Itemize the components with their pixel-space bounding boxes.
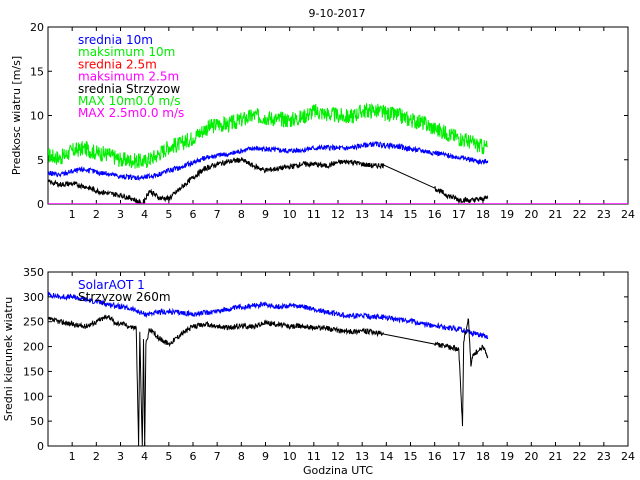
y-tick-label: 300	[23, 291, 44, 304]
x-tick-label: 10	[283, 208, 297, 221]
x-tick-label: 12	[331, 450, 345, 463]
x-tick-label: 9	[262, 450, 269, 463]
x-tick-label: 13	[355, 450, 369, 463]
series-line-strzyzow-260m	[48, 314, 489, 446]
x-tick-label: 3	[117, 208, 124, 221]
x-tick-label: 11	[307, 208, 321, 221]
legend-entry: srednia 10m	[78, 33, 153, 47]
x-tick-label: 24	[621, 450, 635, 463]
y-axis-label: Sredni kierunek wiatru	[2, 297, 15, 421]
x-tick-label: 19	[500, 208, 514, 221]
x-tick-label: 18	[476, 450, 490, 463]
x-tick-label: 6	[190, 450, 197, 463]
y-tick-label: 0	[37, 440, 44, 453]
series-line-srednia-strzyzow	[48, 157, 489, 204]
x-tick-label: 1	[69, 208, 76, 221]
x-tick-label: 11	[307, 450, 321, 463]
wind-direction-chart: 1 2 3 4 5 6 7 8 9 10 11 12 13 14 15 16 17 18 19 20 21 22 23 240…	[2, 266, 635, 477]
x-tick-label: 17	[452, 450, 466, 463]
x-tick-label: 8	[238, 450, 245, 463]
y-tick-label: 20	[30, 21, 44, 34]
x-tick-label: 21	[549, 208, 563, 221]
x-tick-label: 12	[331, 208, 345, 221]
x-tick-label: 2	[93, 208, 100, 221]
x-tick-label: 3	[117, 450, 124, 463]
legend-entry: srednia Strzyzow	[78, 82, 180, 96]
x-tick-label: 10	[283, 450, 297, 463]
x-tick-label: 4	[141, 208, 148, 221]
y-tick-label: 10	[30, 110, 44, 123]
legend-entry: MAX 10m0.0 m/s	[78, 94, 180, 108]
legend-entry: maksimum 2.5m	[78, 70, 179, 84]
series-line-solaraot-1	[48, 291, 489, 340]
x-tick-label: 5	[165, 208, 172, 221]
y-tick-label: 15	[30, 65, 44, 78]
x-tick-label: 23	[597, 450, 611, 463]
x-tick-label: 4	[141, 450, 148, 463]
x-tick-label: 6	[190, 208, 197, 221]
x-tick-label: 22	[573, 208, 587, 221]
legend-entry: maksimum 10m	[78, 45, 175, 59]
legend-entry: MAX 2.5m0.0 m/s	[78, 106, 184, 120]
x-tick-label: 21	[549, 450, 563, 463]
y-tick-label: 100	[23, 390, 44, 403]
series-line-srednia-10m	[48, 141, 489, 182]
x-tick-label: 9	[262, 208, 269, 221]
x-tick-label: 15	[404, 208, 418, 221]
x-tick-label: 16	[428, 208, 442, 221]
x-tick-label: 13	[355, 208, 369, 221]
y-tick-label: 150	[23, 365, 44, 378]
x-tick-label: 14	[379, 450, 393, 463]
x-tick-label: 16	[428, 450, 442, 463]
x-tick-label: 2	[93, 450, 100, 463]
x-tick-label: 19	[500, 450, 514, 463]
x-tick-label: 8	[238, 208, 245, 221]
y-tick-label: 50	[30, 415, 44, 428]
y-tick-label: 350	[23, 266, 44, 279]
legend-entry: Strzyzow 260m	[78, 290, 171, 304]
x-tick-label: 7	[214, 208, 221, 221]
x-tick-label: 17	[452, 208, 466, 221]
legend-entry: SolarAOT 1	[78, 278, 145, 292]
series-line-maksimum-10m	[48, 102, 488, 169]
x-tick-label: 7	[214, 450, 221, 463]
x-tick-label: 22	[573, 450, 587, 463]
x-tick-label: 24	[621, 208, 635, 221]
y-tick-label: 5	[37, 154, 44, 167]
y-tick-label: 0	[37, 198, 44, 211]
y-axis-label: Predkosc wiatru [m/s]	[10, 56, 23, 175]
x-tick-label: 1	[69, 450, 76, 463]
y-tick-label: 200	[23, 341, 44, 354]
x-axis-label: Godzina UTC	[303, 464, 373, 477]
wind-speed-chart: 1 2 3 4 5 6 7 8 9 10 11 12 13 14 15 16 17 18 19 20 21 22 23 240…	[10, 21, 635, 221]
x-tick-label: 15	[404, 450, 418, 463]
x-tick-label: 18	[476, 208, 490, 221]
x-tick-label: 20	[524, 208, 538, 221]
x-tick-label: 23	[597, 208, 611, 221]
x-tick-label: 5	[165, 450, 172, 463]
x-tick-label: 14	[379, 208, 393, 221]
figure-title: 9-10-2017	[309, 7, 366, 20]
y-tick-label: 250	[23, 316, 44, 329]
legend-entry: srednia 2.5m	[78, 57, 157, 71]
x-tick-label: 20	[524, 450, 538, 463]
